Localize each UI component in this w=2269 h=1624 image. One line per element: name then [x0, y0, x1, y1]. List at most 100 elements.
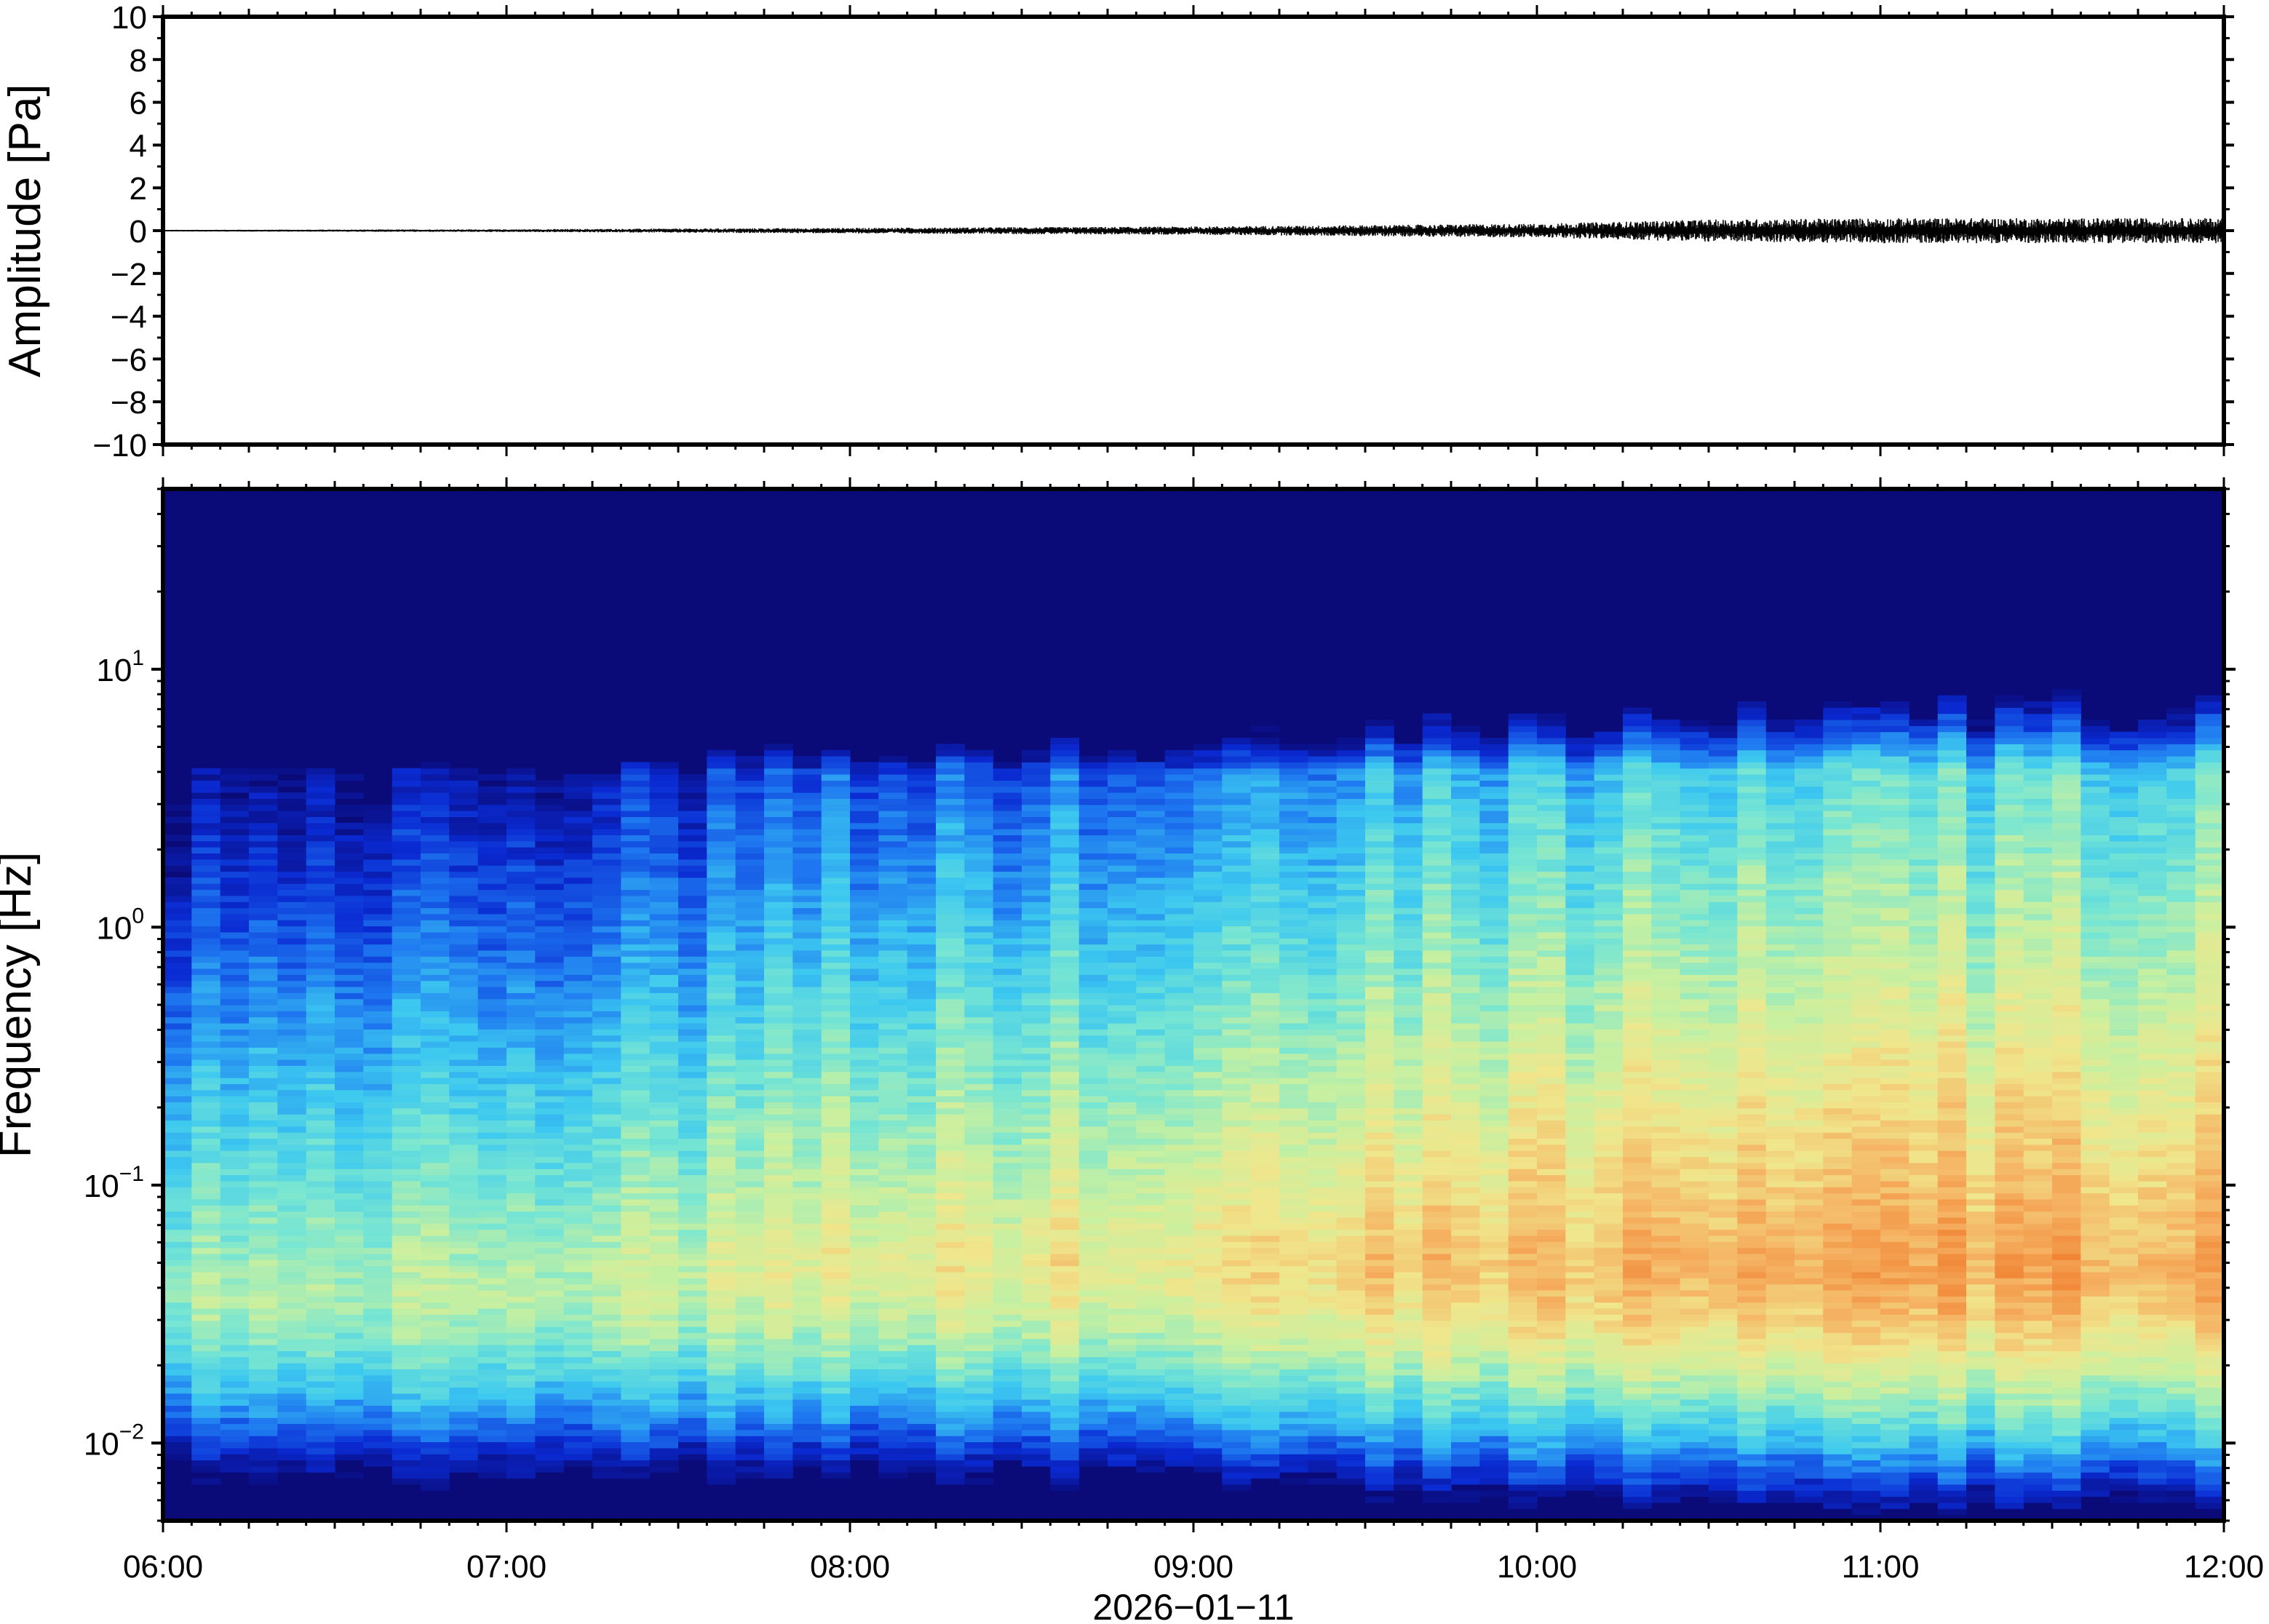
spectrogram-cell — [1108, 762, 1137, 769]
spectrogram-cell — [535, 889, 565, 896]
spectrogram-cell — [649, 1150, 679, 1158]
spectrogram-cell — [678, 931, 707, 939]
spectrogram-cell — [964, 1156, 994, 1163]
spectrogram-cell — [535, 1417, 565, 1425]
spectrogram-cell — [936, 1314, 965, 1321]
spectrogram-cell — [592, 1096, 621, 1102]
spectrogram-cell — [163, 895, 192, 902]
spectrogram-cell — [1250, 1174, 1280, 1182]
spectrogram-cell — [535, 786, 565, 793]
spectrogram-cell — [1279, 865, 1308, 872]
spectrogram-cell — [363, 1198, 393, 1206]
spectrogram-cell — [993, 1387, 1022, 1394]
spectrogram-cell — [220, 1005, 250, 1011]
spectrogram-cell — [964, 1065, 994, 1072]
spectrogram-cell — [649, 811, 679, 817]
spectrogram-cell — [163, 1399, 192, 1406]
spectrogram-cell — [392, 1472, 421, 1479]
spectrogram-cell — [1193, 1223, 1223, 1230]
spectrogram-cell — [306, 1041, 335, 1048]
spectrogram-cell — [821, 1381, 851, 1388]
spectrogram-cell — [1193, 1465, 1223, 1473]
spectrogram-cell — [421, 1198, 450, 1206]
spectrogram-cell — [764, 1150, 793, 1158]
spectrogram-cell — [878, 1193, 908, 1200]
spectrogram-cell — [936, 811, 965, 817]
spectrogram-cell — [220, 835, 250, 842]
spectrogram-cell — [1279, 1405, 1308, 1412]
spectrogram-cell — [678, 1156, 707, 1163]
spectrogram-cell — [1136, 1345, 1166, 1351]
spectrogram-cell — [477, 1047, 507, 1054]
spectrogram-cell — [1136, 950, 1166, 957]
spectrogram-cell — [878, 1472, 908, 1479]
spectrogram-cell — [363, 1126, 393, 1133]
spectrogram-cell — [1222, 1332, 1252, 1340]
spectrogram-cell — [821, 1229, 851, 1236]
spectrogram-cell — [707, 877, 736, 884]
spectrogram-cell — [335, 1035, 364, 1042]
spectrogram-cell — [1136, 1241, 1166, 1249]
spectrogram-cell — [363, 913, 393, 920]
spectrogram-cell — [506, 1162, 536, 1169]
spectrogram-cell — [220, 1174, 250, 1182]
spectrogram-cell — [764, 1265, 793, 1273]
spectrogram-cell — [477, 1083, 507, 1091]
spectrogram-cell — [421, 998, 450, 1006]
spectrogram-cell — [592, 1162, 621, 1169]
spectrogram-cell — [735, 1229, 765, 1236]
spectrogram-cell — [163, 1381, 192, 1388]
spectrogram-cell — [163, 1436, 192, 1443]
spectrogram-cell — [220, 1144, 250, 1151]
spectrogram-cell — [993, 877, 1022, 884]
spectrogram-cell — [163, 1405, 192, 1412]
spectrogram-cell — [506, 835, 536, 842]
spectrogram-cell — [821, 1247, 851, 1254]
spectrogram-cell — [563, 1278, 593, 1285]
spectrogram-cell — [1222, 938, 1252, 945]
spectrogram-cell — [1108, 1393, 1137, 1400]
spectrogram-cell — [392, 1041, 421, 1048]
spectrogram-cell — [535, 835, 565, 842]
spectrogram-cell — [821, 786, 851, 793]
spectrogram-cell — [821, 1193, 851, 1200]
spectrogram-cell — [1308, 1193, 1338, 1200]
spectrogram-cell — [1078, 1169, 1108, 1176]
spectrogram-cell — [392, 1180, 421, 1187]
spectrogram-cell — [506, 1059, 536, 1066]
amp-y-tick-label: 6 — [130, 86, 147, 122]
spectrogram-cell — [678, 1169, 707, 1176]
spectrogram-cell — [163, 1065, 192, 1072]
spectrogram-cell — [191, 1096, 221, 1102]
spectrogram-cell — [563, 1065, 593, 1072]
spectrogram-cell — [821, 1417, 851, 1425]
spectrogram-cell — [1136, 762, 1166, 769]
spectrogram-cell — [907, 992, 937, 1000]
spectrogram-cell — [392, 962, 421, 969]
spectrogram-cell — [850, 1144, 879, 1151]
spectrogram-cell — [1078, 847, 1108, 853]
spectrogram-cell — [764, 1156, 793, 1163]
spectrogram-cell — [163, 1229, 192, 1236]
spectrogram-cell — [163, 1363, 192, 1369]
spectrogram-cell — [678, 1356, 707, 1364]
spectrogram-cell — [1250, 1278, 1280, 1285]
spectrogram-cell — [707, 980, 736, 987]
spectrogram-cell — [592, 1411, 621, 1418]
spectrogram-cell — [878, 1089, 908, 1096]
spectrogram-cell — [1164, 804, 1194, 811]
spectrogram-cell — [993, 1035, 1022, 1042]
spectrogram-cell — [191, 998, 221, 1006]
spectrogram-cell — [421, 840, 450, 848]
spectrogram-cell — [1250, 1308, 1280, 1315]
spectrogram-cell — [821, 1156, 851, 1163]
spectrogram-cell — [1250, 944, 1280, 951]
spectrogram-cell — [563, 1169, 593, 1176]
spectrogram-cell — [1022, 762, 1051, 769]
spectrogram-cell — [277, 1180, 307, 1187]
spectrogram-cell — [878, 1369, 908, 1376]
spectrogram-cell — [1136, 1272, 1166, 1278]
spectrogram-cell — [649, 956, 679, 963]
spectrogram-cell — [1279, 1314, 1308, 1321]
spectrogram-cell — [163, 1272, 192, 1278]
